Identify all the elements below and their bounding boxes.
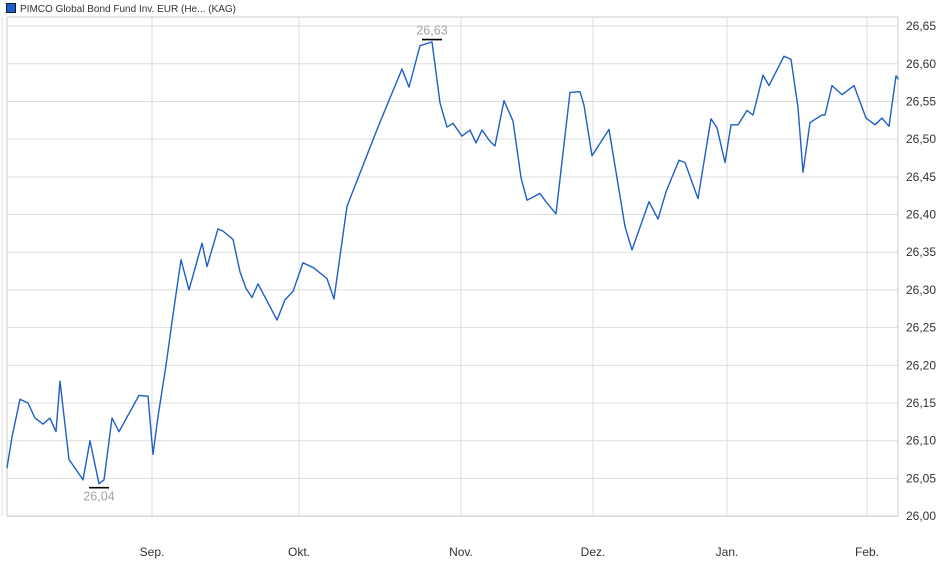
svg-text:Jan.: Jan.: [716, 545, 739, 559]
svg-text:26,55: 26,55: [906, 94, 936, 108]
svg-text:26,63: 26,63: [416, 24, 447, 38]
svg-text:26,10: 26,10: [906, 434, 936, 448]
svg-text:26,45: 26,45: [906, 170, 936, 184]
svg-text:26,40: 26,40: [906, 208, 936, 222]
svg-text:26,25: 26,25: [906, 321, 936, 335]
svg-text:26,50: 26,50: [906, 132, 936, 146]
svg-text:26,04: 26,04: [83, 490, 114, 504]
svg-text:26,20: 26,20: [906, 358, 936, 372]
svg-text:26,05: 26,05: [906, 471, 936, 485]
svg-text:26,15: 26,15: [906, 396, 936, 410]
svg-text:26,60: 26,60: [906, 57, 936, 71]
svg-text:Okt.: Okt.: [288, 545, 310, 559]
svg-text:Dez.: Dez.: [581, 545, 606, 559]
svg-text:26,00: 26,00: [906, 509, 936, 523]
svg-text:Nov.: Nov.: [449, 545, 473, 559]
svg-text:26,65: 26,65: [906, 19, 936, 33]
svg-text:Sep.: Sep.: [140, 545, 165, 559]
svg-text:26,35: 26,35: [906, 245, 936, 259]
svg-text:Feb.: Feb.: [855, 545, 879, 559]
svg-text:26,30: 26,30: [906, 283, 936, 297]
